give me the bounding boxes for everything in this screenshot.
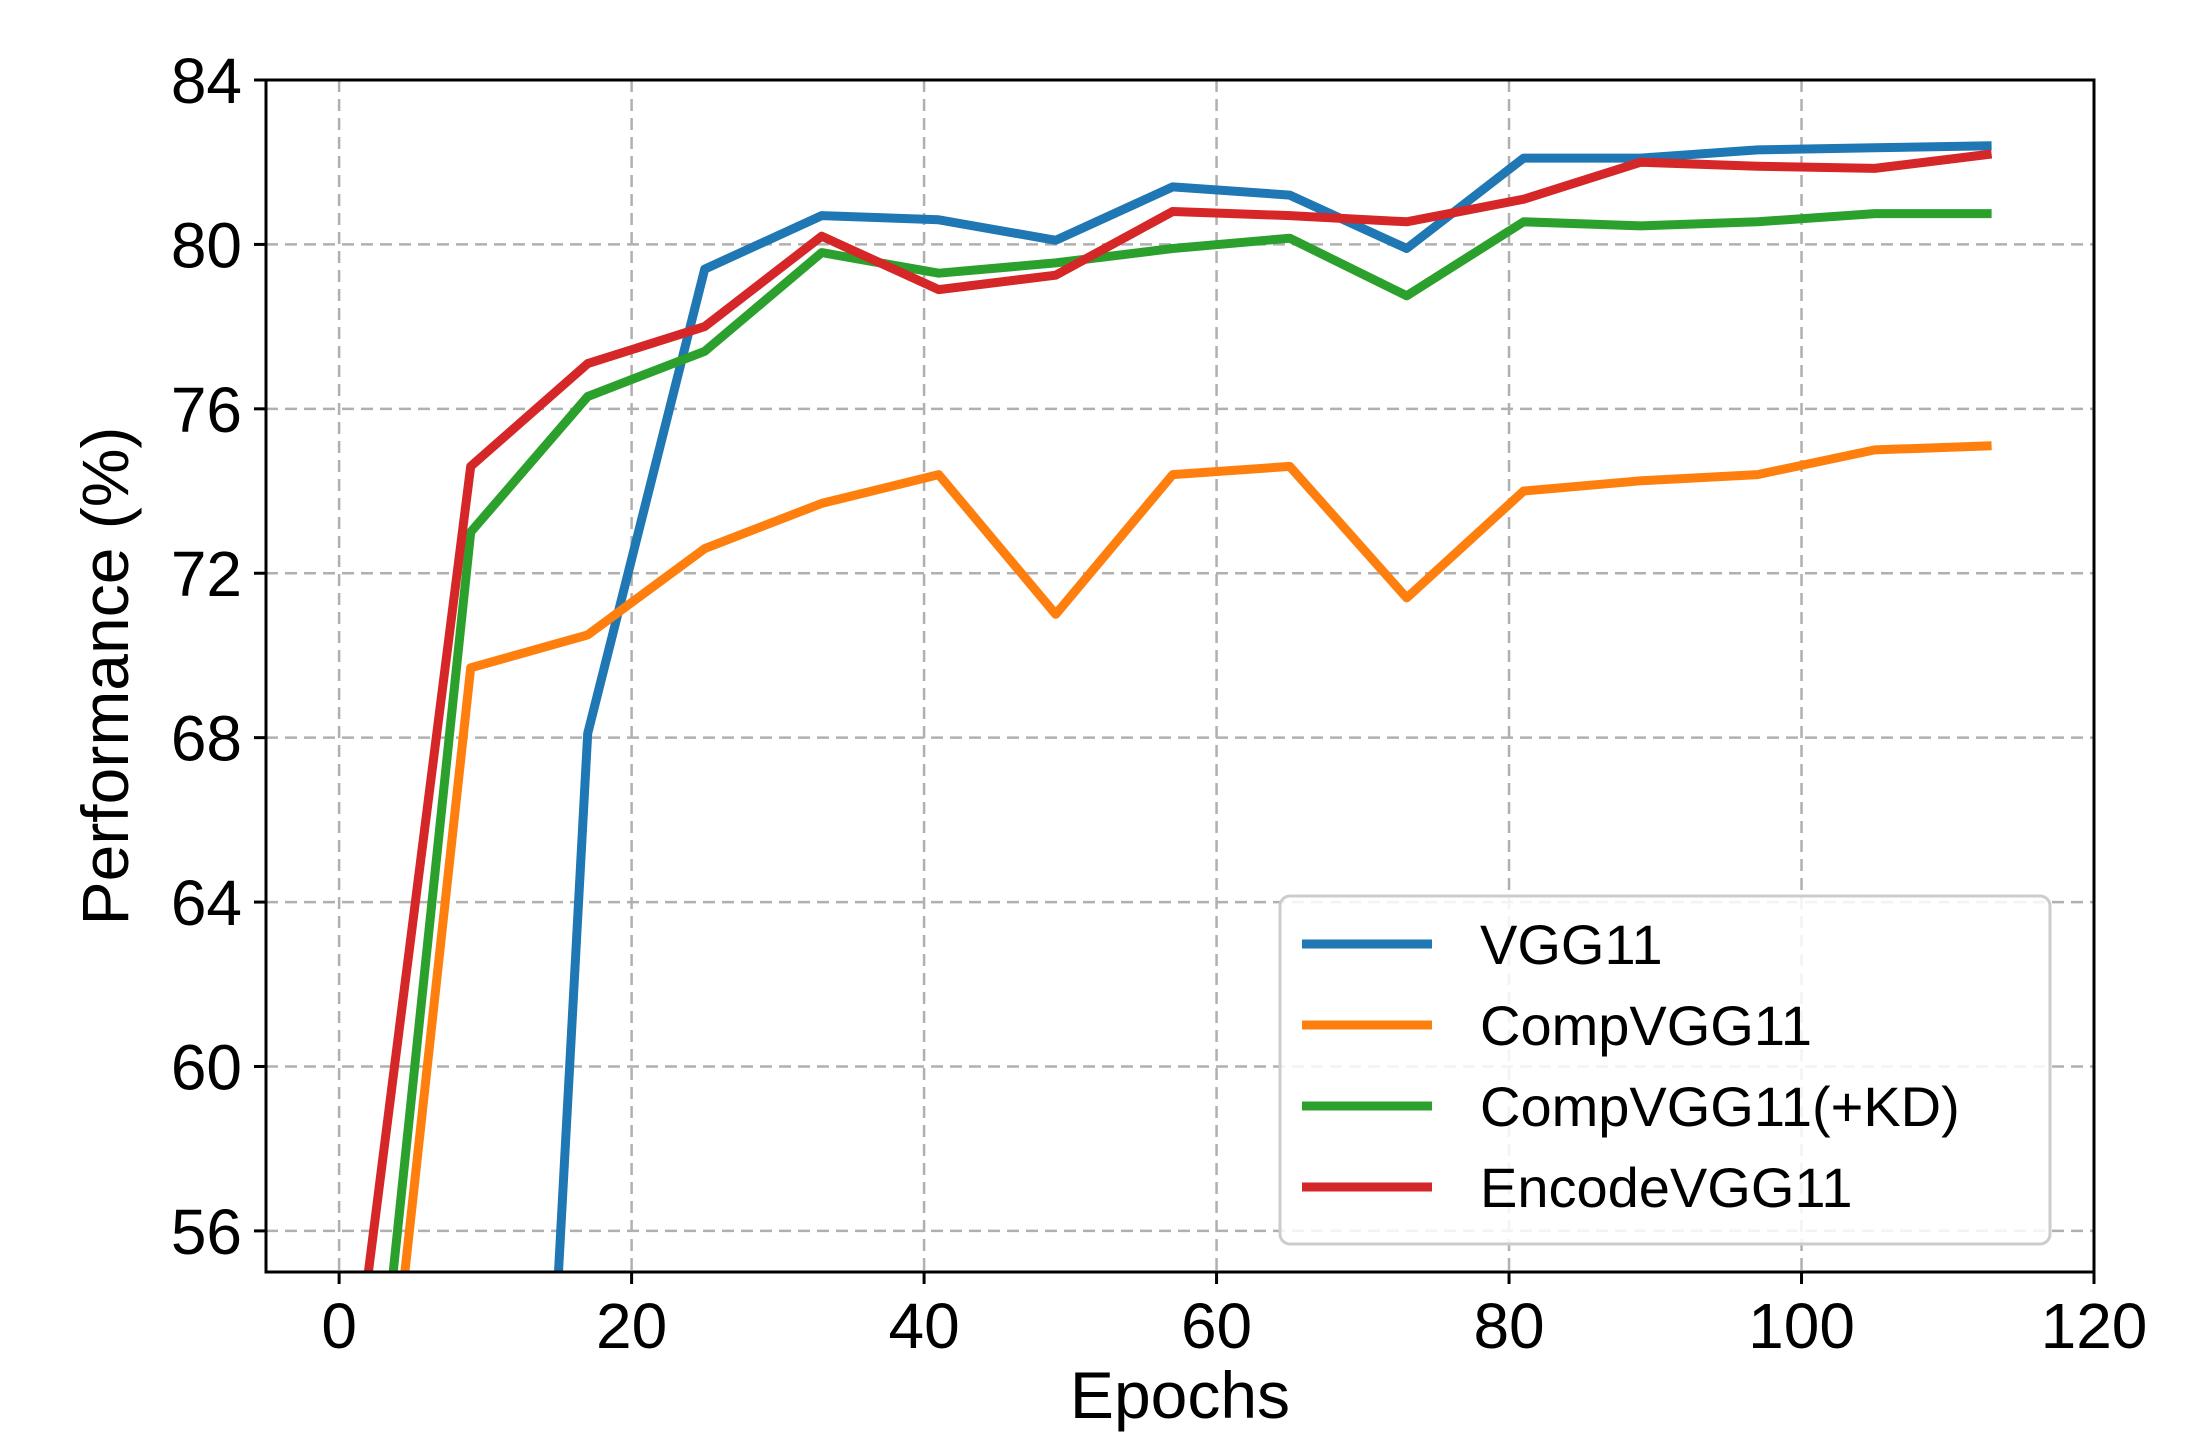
x-tick-label: 100 [1748, 1290, 1855, 1362]
legend-label: EncodeVGG11 [1480, 1156, 1853, 1219]
y-tick-label: 68 [171, 703, 242, 775]
legend-label: CompVGG11(+KD) [1480, 1075, 1960, 1138]
series-line-compvgg11 [400, 441, 1992, 1272]
series-line-vgg11 [554, 141, 1992, 1272]
legend-label: CompVGG11 [1480, 994, 1812, 1057]
x-tick-label: 0 [321, 1290, 357, 1362]
series-line-compvgg11-kd [388, 209, 1992, 1272]
x-tick-label: 60 [1181, 1290, 1252, 1362]
series-layer [363, 141, 1993, 1272]
y-tick-label: 64 [171, 867, 242, 939]
y-tick-label: 84 [171, 45, 242, 117]
legend-label: VGG11 [1480, 913, 1663, 976]
y-tick-label: 60 [171, 1031, 242, 1103]
x-axis-label: Epochs [1070, 1358, 1290, 1432]
y-tick-label: 72 [171, 538, 242, 610]
y-tick-label: 76 [171, 374, 242, 446]
series-line-encodevgg11 [363, 149, 1993, 1272]
x-tick-label: 40 [888, 1290, 959, 1362]
legend: VGG11 CompVGG11 CompVGG11(+KD) EncodeVGG11 [1278, 894, 2052, 1246]
x-tick-label: 80 [1473, 1290, 1544, 1362]
y-axis-label: Performance (%) [68, 427, 142, 926]
x-tick-label: 20 [596, 1290, 667, 1362]
y-tick-label: 56 [171, 1196, 242, 1268]
x-tick-label: 120 [2041, 1290, 2148, 1362]
legend-box [1278, 894, 2052, 1246]
y-tick-label: 80 [171, 209, 242, 281]
axis-ticks: 0 20 40 60 80 100 120 56 60 64 68 72 76 80 84 [171, 45, 2148, 1362]
plot-frame [264, 78, 2096, 1274]
